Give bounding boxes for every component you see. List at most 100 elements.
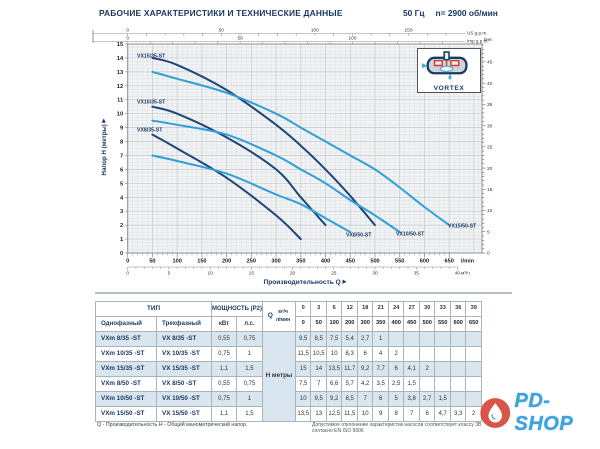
- head-value: 10: [325, 346, 343, 362]
- head-value: 15: [294, 361, 312, 377]
- head-value: 3,8: [403, 391, 420, 407]
- feet-axis: 5 10 15 20 25 30 35 40 45 0 feet: [482, 37, 493, 257]
- footnote-legend: Q - Производительность H - Общий маномет…: [97, 422, 247, 428]
- head-value: 9,5: [310, 391, 327, 407]
- head-value: [434, 331, 451, 347]
- svg-text:35: 35: [414, 271, 420, 277]
- curve-label: VX15/50-ST: [448, 224, 477, 230]
- svg-text:50: 50: [149, 259, 155, 265]
- curve-VX15/35-ST: [151, 56, 376, 227]
- power-kw: 1,1: [211, 361, 237, 377]
- curve-VX8/35-ST: [151, 133, 302, 241]
- head-value: [465, 391, 482, 407]
- head-value: [465, 346, 482, 362]
- svg-text:0: 0: [126, 28, 129, 34]
- power-kw: 0,75: [211, 391, 237, 407]
- head-value: 4,2: [356, 376, 374, 392]
- m3h-axis: 0 5 10 15 20 25 30 35 40 м³/ч: [126, 266, 470, 277]
- head-value: 1: [372, 331, 389, 347]
- table-body: VXm 8/35 -ST VX 8/35 -ST 0,55 0,75 H метры 9,…: [95, 331, 482, 422]
- svg-text:100: 100: [172, 259, 181, 265]
- svg-text:9: 9: [120, 126, 124, 132]
- flow-lmin-value: 350: [372, 316, 389, 332]
- flow-lmin-value: 550: [434, 316, 451, 332]
- svg-text:15: 15: [249, 271, 255, 277]
- performance-curves-chart: 0 50 100 150 US g.p.m.0 50 100 Imp g.p.m.510152…: [92, 28, 493, 277]
- pump-row: VXm 8/50 -ST VX 8/50 -ST 0,55 0,75 7,5 7 6,6 5,…: [95, 376, 482, 392]
- flow-lmin-value: 450: [403, 316, 420, 332]
- head-value: 6: [356, 346, 374, 362]
- svg-text:100: 100: [349, 36, 357, 42]
- curve-label: VX8/50-ST: [346, 233, 372, 239]
- pump-row: VXm 10/50 -ST VX 10/50 -ST 0,75 1 10 9,5 9,2 8,…: [95, 391, 482, 407]
- three-phase-model: VX 15/50 -ST: [156, 406, 212, 422]
- head-value: [449, 331, 467, 347]
- head-value: 9,5: [294, 331, 312, 347]
- head-value: 7,7: [372, 361, 389, 377]
- head-value: [434, 376, 451, 392]
- flow-m3h-value: 30: [418, 301, 436, 317]
- q-unit-lmin: л/мин: [275, 317, 291, 323]
- head-value: 5,7: [341, 376, 358, 392]
- flow-m3h-value: 27: [403, 301, 420, 317]
- flow-lmin-value: 300: [356, 316, 374, 332]
- flow-m3h-value: 12: [341, 301, 358, 317]
- svg-text:35: 35: [487, 102, 493, 108]
- pump-row: VXm 8/35 -ST VX 8/35 -ST 0,55 0,75 H метры 9,…: [95, 331, 482, 422]
- head-value: 12,5: [325, 406, 343, 422]
- svg-text:0: 0: [120, 251, 123, 257]
- svg-text:3: 3: [120, 209, 124, 215]
- svg-text:40: 40: [455, 271, 461, 277]
- svg-text:500: 500: [370, 259, 379, 265]
- flow-m3h-value: 21: [372, 301, 389, 317]
- head-value: 13,5: [325, 361, 343, 377]
- head-value: [418, 331, 436, 347]
- head-value: 2: [418, 361, 436, 377]
- svg-text:5: 5: [487, 229, 490, 235]
- head-value: 11,5: [341, 406, 358, 422]
- head-value: 6: [387, 361, 405, 377]
- svg-text:200: 200: [222, 259, 231, 265]
- svg-text:11: 11: [117, 98, 124, 104]
- head-value: 5: [387, 391, 405, 407]
- head-value: 4,1: [403, 361, 420, 377]
- svg-text:l/min: l/min: [461, 259, 475, 265]
- curves: VX8/35-ST VX10/35-ST VX15/35-ST VX8/50-ST VX…: [137, 54, 477, 241]
- pump-spec-table: ТИП МОЩНОСТЬ (P2) Q м³/ч л/мин 0 3 6 12 18 21…: [95, 301, 482, 422]
- h-unit-label: H метры: [261, 331, 296, 422]
- gpm-axes: 0 50 100 150 US g.p.m. 0 50 100 Imp g.p.m.: [92, 28, 489, 44]
- power-group-header: МОЩНОСТЬ (P2): [211, 301, 263, 317]
- svg-text:300: 300: [271, 259, 280, 265]
- flow-lmin-value: 400: [387, 316, 405, 332]
- flow-lmin-value: 600: [449, 316, 467, 332]
- q-symbol: Q: [267, 312, 273, 320]
- svg-text:50: 50: [237, 36, 243, 42]
- single-phase-model: VXm 8/35 -ST: [95, 331, 157, 347]
- svg-text:10: 10: [207, 271, 213, 277]
- pump-cross-section-icon: [421, 51, 468, 80]
- head-value: [449, 391, 467, 407]
- flow-m3h-value: 3: [310, 301, 327, 317]
- power-kw: 1,1: [211, 406, 237, 422]
- svg-text:30: 30: [487, 123, 493, 129]
- power-hp: 1,5: [235, 406, 263, 422]
- head-value: [418, 346, 436, 362]
- head-value: [434, 346, 451, 362]
- flow-m3h-value: 0: [294, 301, 312, 317]
- svg-text:4: 4: [120, 195, 124, 201]
- svg-text:2: 2: [120, 223, 123, 229]
- plot-border: [127, 43, 483, 254]
- head-value: [434, 361, 451, 377]
- svg-text:550: 550: [395, 259, 404, 265]
- head-value: 9: [372, 406, 389, 422]
- three-phase-model: VX 8/35 -ST: [156, 331, 212, 347]
- power-hp: 0,75: [235, 376, 263, 392]
- x-axis-label: Производительность Q ▶: [263, 279, 347, 286]
- section-divider: [95, 292, 512, 294]
- vortex-label: VORTEX: [433, 85, 465, 92]
- svg-text:0: 0: [126, 271, 129, 277]
- svg-text:20: 20: [487, 166, 493, 172]
- flow-lmin-value: 200: [341, 316, 358, 332]
